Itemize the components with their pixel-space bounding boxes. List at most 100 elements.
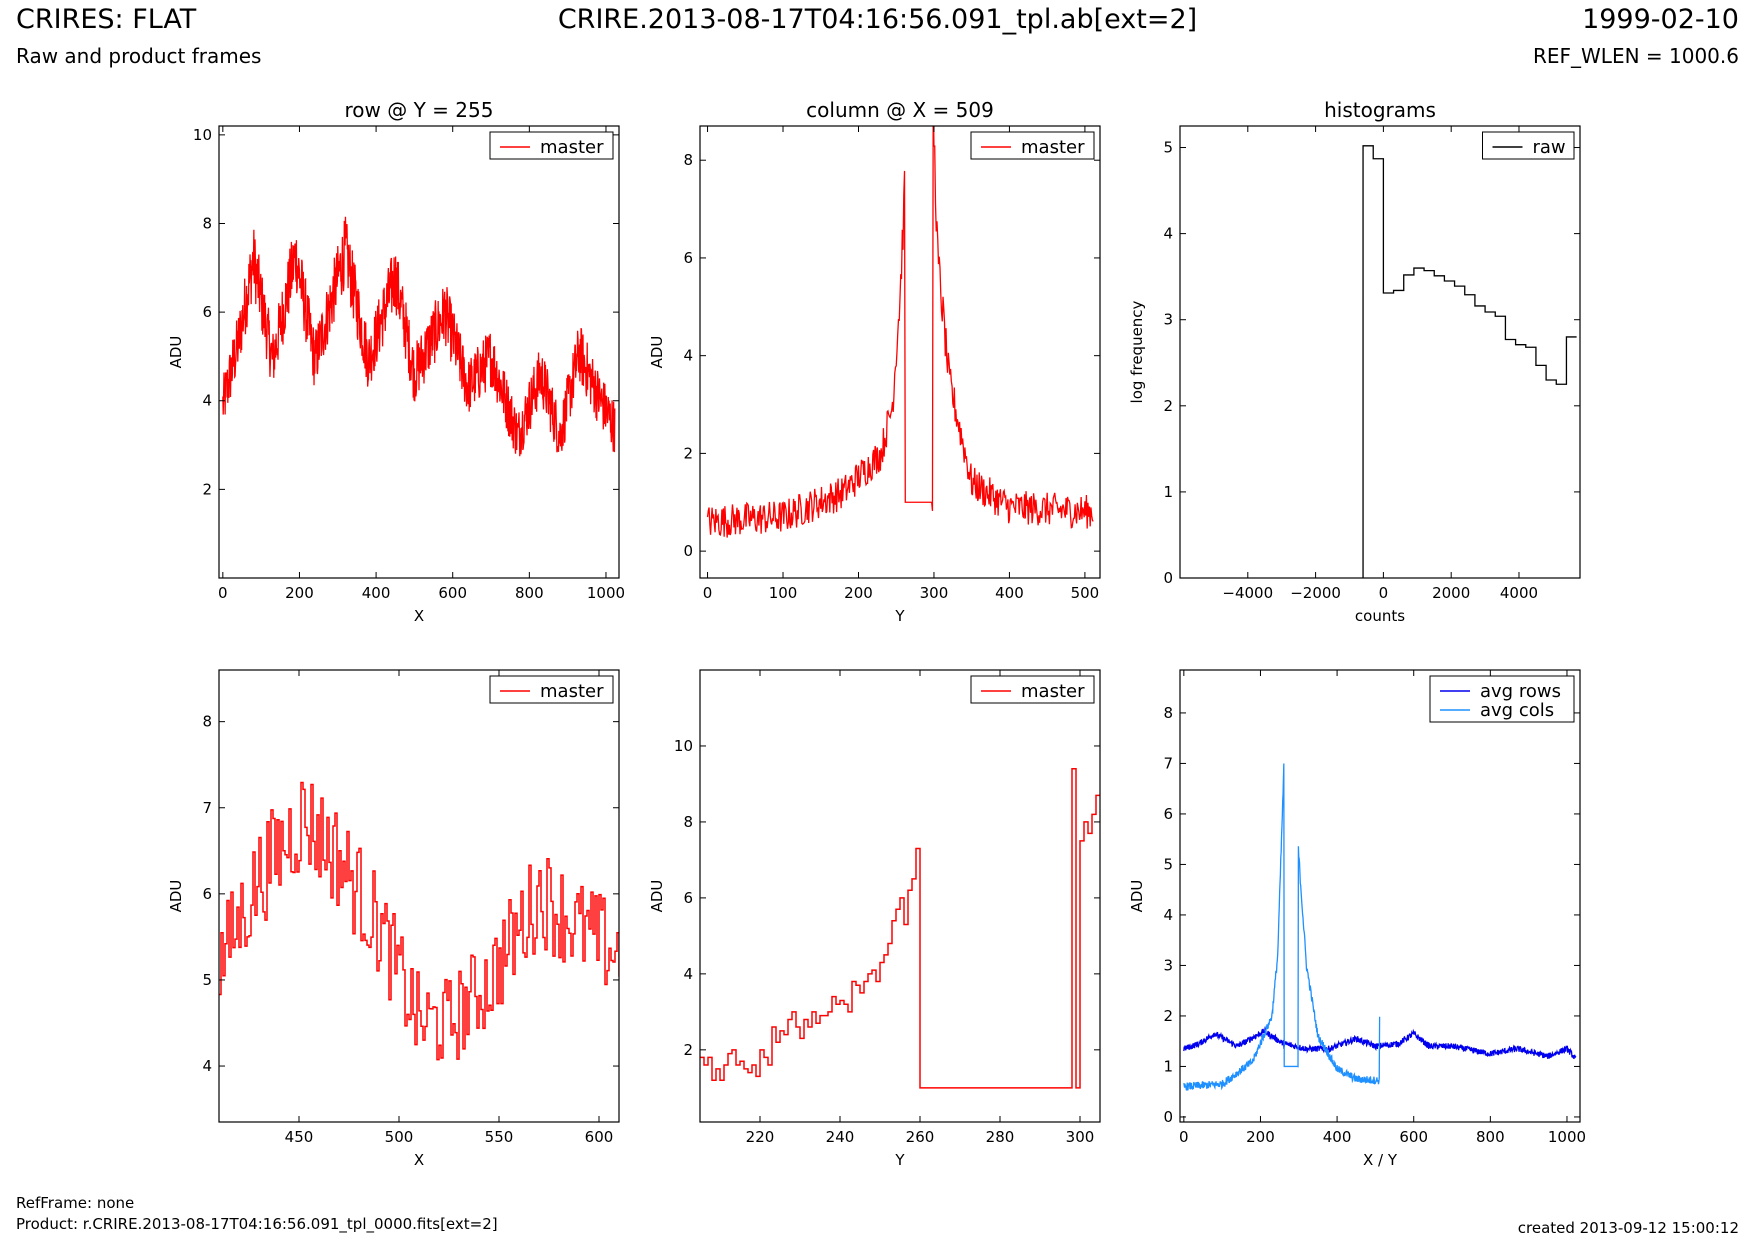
x-tick-label: 0 [1379, 584, 1389, 602]
legend-label: avg cols [1480, 700, 1554, 721]
created-label: created 2013-09-12 15:00:12 [1517, 1219, 1739, 1237]
x-axis-label: Y [894, 1151, 905, 1169]
y-tick-label: 3 [1163, 311, 1173, 329]
panel-title: row @ Y = 255 [345, 98, 494, 122]
y-tick-label: 4 [683, 347, 693, 365]
y-axis-label: log frequency [1128, 300, 1146, 403]
x-tick-label: 800 [515, 584, 544, 602]
y-tick-label: 1 [1163, 1057, 1173, 1075]
x-tick-label: 200 [1246, 1128, 1275, 1146]
legend-box [970, 675, 1095, 704]
y-tick-label: 4 [683, 965, 693, 983]
chart-panel-3: histograms −4000 −2000 0 2000 4000 0 1 2 3 4 5 count… [1128, 98, 1581, 625]
x-axis-label: X [414, 1151, 424, 1169]
x-tick-label: 200 [844, 584, 873, 602]
y-tick-label: 4 [202, 392, 212, 410]
y-axis-label: ADU [648, 336, 666, 369]
chart-panel-4: 450 500 550 600 4 5 6 7 8 X ADU master [167, 669, 620, 1169]
y-tick-label: 5 [202, 971, 212, 989]
x-tick-label: 600 [438, 584, 467, 602]
x-tick-label: 260 [906, 1128, 935, 1146]
legend: master [489, 675, 614, 704]
y-tick-label: 10 [674, 737, 693, 755]
chart-panel-6: 0 200 400 600 800 1000 0 1 2 3 4 5 6 7 8 X / Y ADU avg ro… [1128, 669, 1586, 1169]
series-line-master [706, 126, 1094, 538]
series-line-master [222, 216, 616, 457]
x-tick-label: 2000 [1432, 584, 1470, 602]
x-axis-label: X [414, 607, 424, 625]
plot-frame [218, 125, 620, 579]
y-tick-label: 6 [683, 889, 693, 907]
y-tick-label: 6 [202, 303, 212, 321]
plot-frame [699, 669, 1101, 1123]
x-tick-label: 800 [1476, 1128, 1505, 1146]
x-tick-label: 4000 [1500, 584, 1538, 602]
x-tick-label: 220 [746, 1128, 775, 1146]
y-axis-label: ADU [167, 336, 185, 369]
legend-label: avg rows [1480, 681, 1561, 702]
y-tick-label: 2 [1163, 1007, 1173, 1025]
legend-box [1482, 131, 1575, 160]
y-tick-label: 4 [1163, 906, 1173, 924]
x-tick-label: 300 [1066, 1128, 1095, 1146]
chart-panel-5: 220 240 260 280 300 2 4 6 8 10 Y ADU master [648, 669, 1101, 1169]
y-tick-label: 10 [193, 126, 212, 144]
plot-frame [1179, 669, 1581, 1123]
chart-panel-1: row @ Y = 255 0 200 400 600 800 1000 2 4 6 8 10 X ADU… [167, 98, 625, 625]
legend-label: master [540, 137, 604, 158]
y-tick-label: 8 [1163, 704, 1173, 722]
series-line-raw [1362, 145, 1577, 578]
file-name: CRIRE.2013-08-17T04:16:56.091_tpl.ab[ext… [557, 4, 1198, 35]
plot-frame [699, 125, 1101, 579]
y-tick-label: 0 [1163, 569, 1173, 587]
legend-label: master [1021, 137, 1085, 158]
plot-frame [218, 669, 620, 1123]
x-tick-label: 600 [1399, 1128, 1428, 1146]
y-tick-label: 8 [683, 813, 693, 831]
x-tick-label: 1000 [587, 584, 625, 602]
legend-box [489, 131, 614, 160]
figure-subtitle: Raw and product frames [16, 44, 262, 68]
x-tick-label: −2000 [1290, 584, 1341, 602]
y-tick-label: 0 [683, 542, 693, 560]
refframe-label: RefFrame: none [16, 1194, 135, 1212]
legend-box [489, 675, 614, 704]
legend: master [970, 675, 1095, 704]
x-tick-label: 500 [1071, 584, 1100, 602]
x-tick-label: 0 [703, 584, 713, 602]
panel-title: histograms [1324, 98, 1436, 122]
x-tick-label: 600 [585, 1128, 614, 1146]
legend-label: master [1021, 681, 1085, 702]
x-tick-label: 100 [769, 584, 798, 602]
panel-title: column @ X = 509 [806, 98, 994, 122]
y-tick-label: 4 [202, 1057, 212, 1075]
date-label: 1999-02-10 [1582, 4, 1739, 35]
x-tick-label: 280 [986, 1128, 1015, 1146]
y-axis-label: ADU [648, 880, 666, 913]
x-tick-label: −4000 [1222, 584, 1273, 602]
y-tick-label: 5 [1163, 855, 1173, 873]
x-tick-label: 0 [218, 584, 228, 602]
y-tick-label: 6 [202, 885, 212, 903]
ref-wlen-label: REF_WLEN = 1000.6 [1532, 44, 1739, 68]
y-tick-label: 2 [683, 1041, 693, 1059]
x-tick-label: 300 [920, 584, 949, 602]
x-tick-label: 400 [1323, 1128, 1352, 1146]
y-tick-label: 6 [683, 249, 693, 267]
y-tick-label: 6 [1163, 805, 1173, 823]
x-tick-label: 550 [485, 1128, 514, 1146]
product-label: Product: r.CRIRE.2013-08-17T04:16:56.091… [16, 1215, 498, 1233]
y-tick-label: 4 [1163, 225, 1173, 243]
y-tick-label: 8 [683, 151, 693, 169]
y-tick-label: 3 [1163, 956, 1173, 974]
x-tick-label: 200 [285, 584, 314, 602]
y-tick-label: 8 [202, 214, 212, 232]
x-tick-label: 1000 [1548, 1128, 1586, 1146]
y-tick-label: 5 [1163, 139, 1173, 157]
x-axis-label: counts [1355, 607, 1405, 625]
plot-frame [1179, 125, 1581, 579]
y-tick-label: 1 [1163, 483, 1173, 501]
x-tick-label: 450 [285, 1128, 314, 1146]
